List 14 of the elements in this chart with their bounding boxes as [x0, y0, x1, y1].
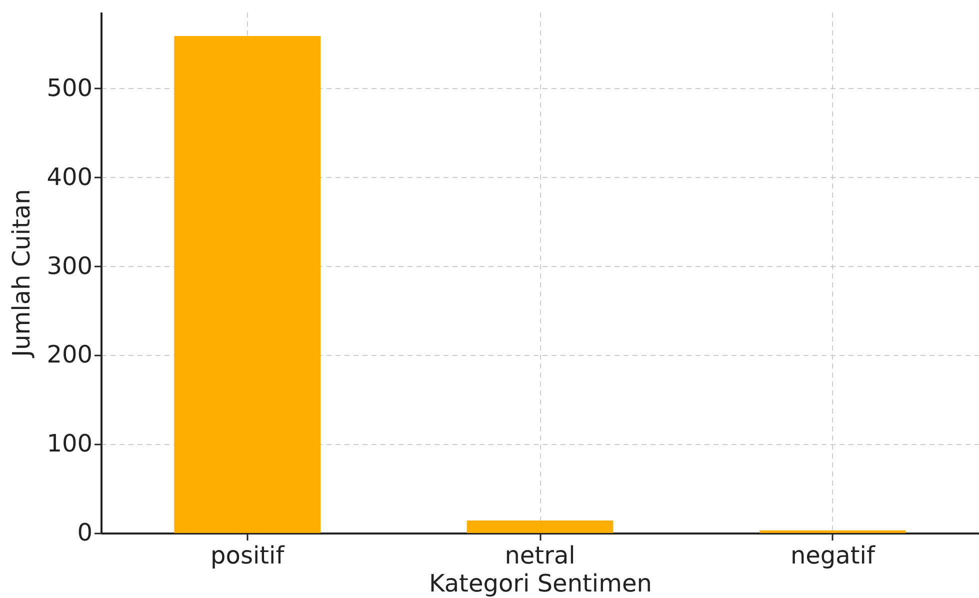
- x-axis-title: Kategori Sentimen: [429, 570, 652, 598]
- y-axis-title: Jumlah Cuitan: [8, 189, 36, 359]
- x-tick-label: positif: [210, 542, 285, 570]
- y-tick-label: 400: [46, 162, 92, 191]
- y-tick-label: 100: [46, 430, 92, 458]
- y-tick-label: 0: [77, 518, 92, 546]
- x-tick-label: negatif: [790, 542, 876, 570]
- bar: [466, 520, 614, 533]
- y-tick-label: 300: [46, 252, 92, 280]
- bar: [760, 530, 906, 533]
- x-tick-label: netral: [504, 542, 576, 570]
- y-tick-label: 200: [46, 340, 92, 369]
- bar: [174, 36, 320, 533]
- y-tick-label: 500: [46, 74, 92, 102]
